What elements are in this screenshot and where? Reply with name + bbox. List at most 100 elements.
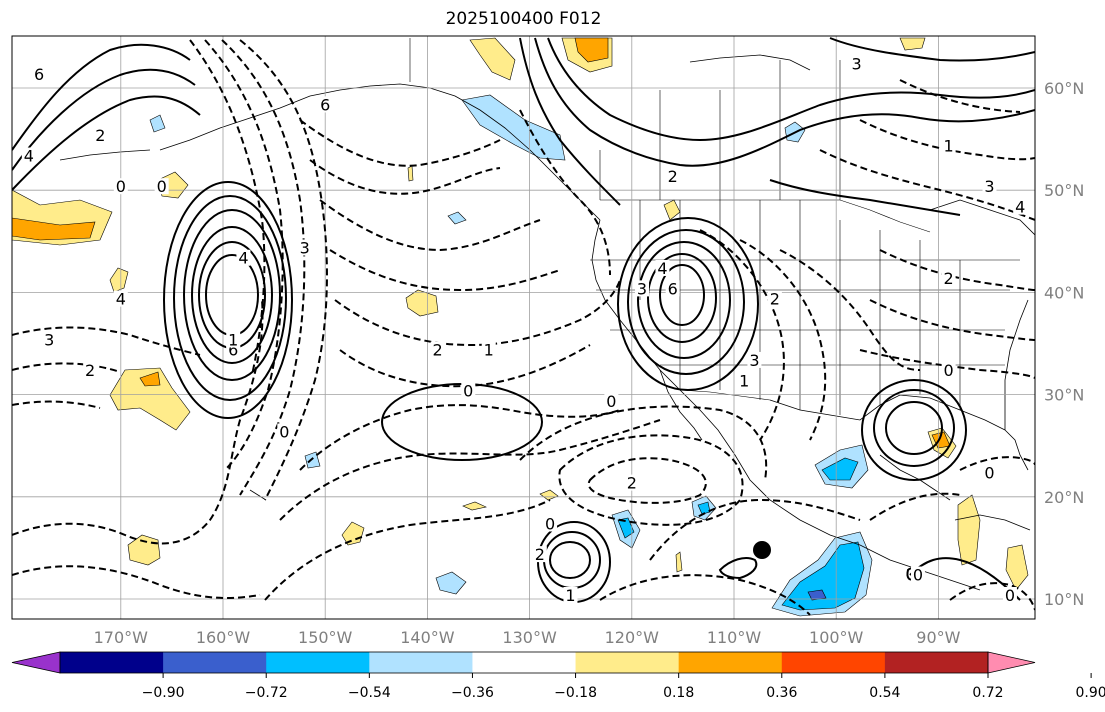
contour-line bbox=[718, 557, 758, 580]
contour-label-background bbox=[226, 331, 241, 348]
shade-blue-patch bbox=[821, 457, 859, 481]
colorbar-tick-label: 0.54 bbox=[869, 685, 900, 701]
contour-ring bbox=[873, 389, 955, 467]
storm-marker-dot bbox=[753, 541, 771, 559]
contour-label-background bbox=[635, 280, 650, 297]
contour-label-background bbox=[563, 587, 578, 603]
contour-label-background bbox=[430, 341, 445, 358]
contour-label-background bbox=[93, 127, 108, 144]
contour-label-background bbox=[154, 178, 169, 195]
contour-line bbox=[829, 37, 1035, 62]
dashed-contour bbox=[189, 39, 266, 376]
colorbar-swatch bbox=[163, 652, 267, 673]
dashed-contour bbox=[319, 199, 541, 252]
political-borders bbox=[409, 38, 1020, 415]
shade-yellow-patch bbox=[663, 199, 681, 221]
baja-coast bbox=[659, 369, 703, 441]
florida-coast bbox=[1004, 429, 1029, 471]
contour-line bbox=[769, 179, 961, 216]
contour-label: 1 bbox=[228, 331, 238, 350]
dashed-contour bbox=[959, 456, 1035, 471]
contour-label-background bbox=[982, 464, 997, 481]
shade-orange-patch bbox=[139, 371, 161, 387]
contour-label-background bbox=[1013, 198, 1028, 215]
contour-line bbox=[12, 68, 196, 171]
hudson-bay-coast bbox=[929, 199, 1035, 236]
shade-blue-patch bbox=[781, 541, 865, 611]
contour-label-background bbox=[481, 341, 496, 358]
contour-label-background bbox=[1002, 587, 1017, 603]
contour-ring bbox=[163, 181, 293, 419]
shade-yellow-patch bbox=[407, 165, 414, 182]
contour-label-background bbox=[982, 178, 997, 195]
contour-label: 4 bbox=[238, 249, 248, 268]
contour-label-background bbox=[318, 96, 333, 113]
dashed-contour bbox=[649, 498, 861, 561]
contour-label-background bbox=[543, 515, 558, 532]
contour-label-background bbox=[747, 351, 762, 368]
colorbar-tick-label: −0.90 bbox=[142, 685, 185, 701]
colorbar-swatch bbox=[369, 652, 473, 673]
colorbar-tick-label: −0.36 bbox=[451, 685, 494, 701]
colorbar-swatch bbox=[60, 652, 164, 673]
dashed-contour bbox=[869, 492, 961, 521]
colorbar-swatch bbox=[781, 652, 886, 673]
contour-label-background bbox=[604, 392, 619, 409]
contour-label: 8 bbox=[3, 44, 13, 63]
contour-ring bbox=[183, 209, 281, 381]
contour-label: 1 bbox=[565, 586, 575, 605]
contour-label: 3 bbox=[749, 351, 759, 370]
latitude-label: 40°N bbox=[1044, 283, 1084, 302]
contour-label: 1 bbox=[484, 341, 494, 360]
colorbar-swatch bbox=[575, 652, 680, 673]
shade-orange-patch bbox=[12, 217, 96, 241]
contour-ring bbox=[885, 401, 943, 455]
contour-ring bbox=[543, 531, 601, 589]
contour-label-background bbox=[0, 546, 5, 562]
longitude-labels: 170°W 160°W 150°W 140°W 130°W 120°W 110°W 100°W… bbox=[94, 628, 961, 647]
shade-yellow-patch bbox=[675, 551, 683, 573]
contour-label-background bbox=[737, 372, 752, 389]
colorbar: −0.90 −0.72 −0.54 −0.36 −0.18 0.18 0.36 0.54 0.7… bbox=[11, 651, 1105, 701]
contour-ring bbox=[627, 229, 745, 375]
contour-label: 2 bbox=[85, 361, 95, 380]
contour-label: 2 bbox=[95, 126, 105, 145]
dashed-contour bbox=[519, 109, 611, 276]
us-mexico-border bbox=[679, 389, 771, 401]
dashed-contour bbox=[204, 39, 284, 471]
shade-lightblue-patch bbox=[149, 114, 166, 133]
contour-labels: 6842006346143202100246322310213134200000 bbox=[0, 44, 1028, 605]
latitude-label: 10°N bbox=[1044, 590, 1084, 609]
contour-label: 4 bbox=[116, 290, 126, 309]
shade-yellow-patch bbox=[405, 289, 439, 317]
colorbar-tick-label: −0.18 bbox=[554, 685, 597, 701]
contour-label-background bbox=[277, 423, 292, 440]
contour-label: 3 bbox=[44, 331, 54, 350]
contour-label-background bbox=[941, 270, 956, 287]
contour-line bbox=[519, 37, 621, 206]
longitude-label: 160°W bbox=[196, 628, 251, 647]
shade-blue-patch bbox=[617, 517, 635, 539]
shade-purple-patch bbox=[807, 589, 827, 601]
contour-label-background bbox=[236, 249, 251, 266]
shade-lightblue-patch bbox=[304, 451, 321, 469]
contour-label: 0 bbox=[545, 514, 555, 533]
dashed-contour bbox=[334, 279, 621, 347]
hawaii-islands bbox=[249, 489, 267, 501]
contour-label: 0 bbox=[606, 392, 616, 411]
dashed-contour bbox=[949, 582, 1035, 611]
contour-label-background bbox=[21, 147, 36, 164]
shade-yellow-patch bbox=[957, 494, 981, 566]
contour-label: 0 bbox=[944, 361, 954, 380]
contour-label: 2 bbox=[535, 545, 545, 564]
colorbar-tick-label: 0.36 bbox=[766, 685, 797, 701]
yucatan-coast bbox=[879, 454, 951, 501]
dashed-contour bbox=[869, 299, 1035, 341]
contour-label: 2 bbox=[627, 474, 637, 493]
contour-label-background bbox=[32, 65, 47, 82]
contour-label: 2 bbox=[944, 269, 954, 288]
contour-ring bbox=[659, 264, 705, 326]
shade-yellow-patch bbox=[469, 37, 516, 81]
contour-label-background bbox=[12, 45, 16, 62]
longitude-label: 110°W bbox=[707, 628, 762, 647]
